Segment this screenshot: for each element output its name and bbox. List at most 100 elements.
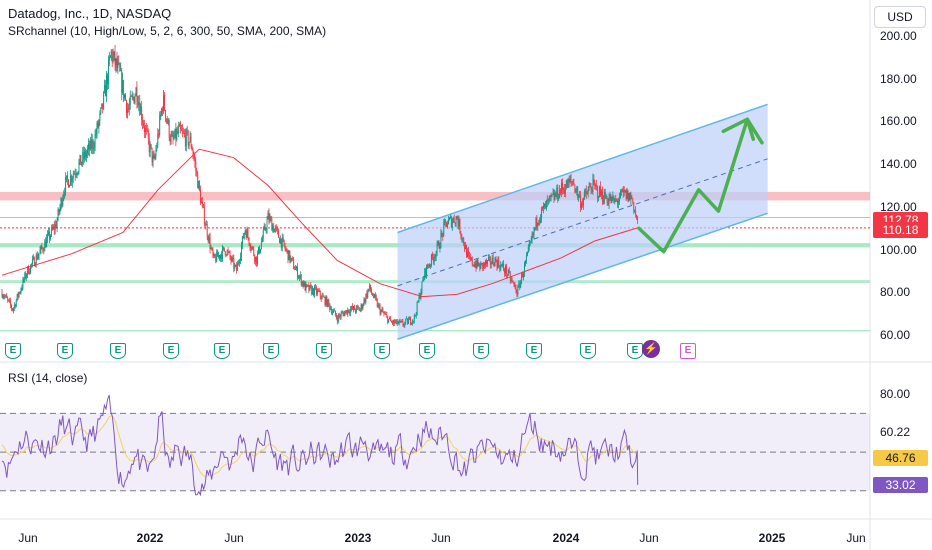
candle-body [38, 253, 40, 257]
candle-body [227, 250, 229, 252]
time-axis-label: Jun [846, 531, 866, 545]
candle-body [583, 191, 585, 199]
candle-body [527, 247, 529, 252]
candle-body [507, 270, 509, 275]
candle-body [66, 175, 68, 178]
candle-body [385, 313, 387, 315]
candle-body [60, 199, 62, 207]
candle-body [7, 297, 9, 300]
earnings-icon[interactable]: E [214, 343, 230, 359]
candle-body [17, 293, 19, 297]
candle-body [283, 239, 285, 246]
earnings-icon[interactable]: E [419, 343, 435, 359]
candle-body [264, 226, 266, 230]
candle-body [619, 198, 620, 202]
candle-body [241, 236, 243, 246]
candle-body [13, 304, 15, 309]
currency-button[interactable]: USD [874, 6, 926, 28]
earnings-icon[interactable]: E [110, 343, 126, 359]
candle-body [379, 306, 381, 314]
candle-body [387, 316, 389, 323]
candle-body [208, 236, 210, 242]
price-tag: 110.18 [873, 221, 928, 238]
candle-body [427, 264, 429, 268]
candle-body [612, 195, 614, 197]
candle-body [131, 95, 133, 97]
candle-body [468, 254, 470, 257]
candle-body [356, 306, 358, 308]
candle-body [217, 251, 219, 257]
earnings-icon[interactable]: E [374, 343, 390, 359]
candle-body [278, 230, 279, 238]
earnings-icon[interactable]: E [5, 343, 21, 359]
candle-body [337, 314, 339, 322]
candle-body [543, 206, 544, 208]
candle-body [513, 282, 515, 285]
earnings-icon[interactable]: E [627, 343, 643, 359]
candle-body [449, 217, 450, 220]
candle-body [380, 310, 382, 314]
earnings-icon[interactable]: E [163, 343, 179, 359]
candle-body [562, 183, 563, 190]
earnings-icon[interactable]: E [526, 343, 542, 359]
candle-body [141, 106, 143, 121]
candle-body [70, 175, 72, 182]
candle-body [313, 288, 315, 295]
candle-body [81, 161, 83, 166]
rsi-axis-label: 60.22 [880, 425, 911, 440]
earnings-icon[interactable]: E [580, 343, 596, 359]
candle-body [525, 261, 526, 264]
candle-body [266, 219, 268, 230]
candle-body [209, 236, 211, 249]
earnings-future-icon[interactable]: E [680, 343, 696, 359]
candle-body [552, 193, 554, 195]
candle-body [601, 190, 603, 201]
candle-body [16, 293, 18, 301]
candle-body [537, 222, 539, 227]
rsi-legend[interactable]: RSI (14, close) [8, 371, 88, 385]
candle-body [445, 220, 447, 222]
indicator-legend[interactable]: SRchannel (10, High/Low, 5, 2, 6, 300, 5… [8, 24, 327, 38]
candle-body [2, 296, 4, 298]
candle-body [72, 174, 74, 179]
candle-body [206, 224, 208, 237]
candle-body [452, 217, 454, 222]
earnings-icon[interactable]: E [263, 343, 279, 359]
dividend-bolt-icon[interactable]: ⚡ [642, 340, 660, 358]
candle-body [74, 173, 76, 175]
earnings-icon[interactable]: E [57, 343, 73, 359]
price-axis-label: 200.00 [880, 29, 917, 43]
candle-body [211, 247, 213, 250]
candle-body [372, 293, 373, 296]
candle-body [113, 51, 115, 56]
symbol-title[interactable]: Datadog, Inc., 1D, NASDAQ [8, 6, 172, 21]
candle-body [381, 309, 383, 311]
candle-body [611, 196, 613, 203]
candle-body [614, 199, 616, 203]
candle-body [555, 193, 557, 197]
candle-body [489, 257, 491, 265]
candle-body [76, 173, 78, 175]
earnings-icon[interactable]: E [473, 343, 489, 359]
candle-body [12, 308, 14, 311]
candle-body [194, 158, 196, 162]
candle-body [5, 295, 7, 297]
candle-body [159, 115, 161, 136]
candle-body [258, 247, 259, 254]
candle-body [443, 223, 445, 237]
candle-body [557, 187, 559, 200]
candle-body [510, 279, 512, 281]
candle-body [221, 247, 223, 259]
candle-body [134, 96, 136, 104]
rsi-axis-label: 80.00 [880, 387, 911, 401]
candle-body [193, 154, 195, 159]
candle-body [40, 245, 42, 251]
candle-body [348, 309, 350, 313]
candle-body [163, 94, 164, 112]
earnings-icon[interactable]: E [316, 343, 332, 359]
candle-body [576, 187, 578, 192]
candle-body [470, 257, 472, 260]
candle-body [61, 199, 63, 206]
candle-body [230, 257, 232, 261]
